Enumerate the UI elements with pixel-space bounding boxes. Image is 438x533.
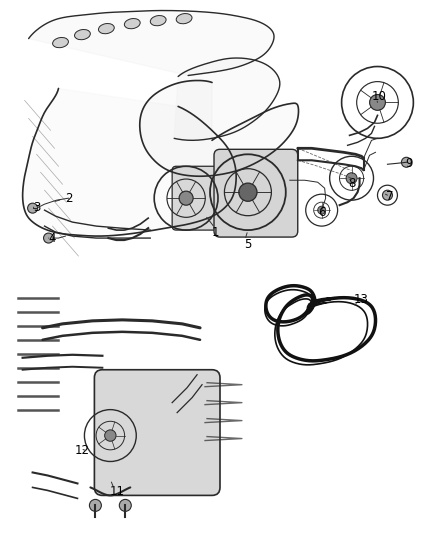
Text: 9: 9 [406, 157, 413, 170]
Text: 7: 7 [386, 190, 393, 203]
FancyBboxPatch shape [214, 149, 298, 237]
Polygon shape [140, 80, 299, 176]
Polygon shape [174, 58, 280, 140]
Text: 10: 10 [372, 90, 387, 103]
Circle shape [105, 430, 116, 441]
Circle shape [382, 190, 392, 200]
Ellipse shape [150, 15, 166, 26]
Text: 2: 2 [65, 192, 72, 205]
Circle shape [401, 157, 411, 167]
Ellipse shape [99, 23, 114, 34]
Circle shape [370, 94, 385, 110]
Circle shape [28, 203, 38, 213]
FancyBboxPatch shape [172, 166, 245, 230]
Circle shape [43, 233, 53, 243]
Ellipse shape [74, 29, 90, 40]
Ellipse shape [53, 37, 68, 47]
Text: 8: 8 [348, 177, 355, 190]
Polygon shape [28, 11, 274, 76]
Circle shape [89, 499, 101, 511]
FancyBboxPatch shape [95, 370, 220, 495]
Circle shape [318, 206, 326, 214]
Ellipse shape [176, 13, 192, 24]
Circle shape [179, 191, 193, 205]
Text: 11: 11 [110, 485, 125, 498]
Text: 5: 5 [244, 238, 251, 251]
Circle shape [239, 183, 257, 201]
Circle shape [346, 173, 357, 184]
Text: 13: 13 [354, 293, 369, 306]
Ellipse shape [124, 19, 140, 29]
Circle shape [119, 499, 131, 511]
Polygon shape [23, 88, 236, 236]
Text: 4: 4 [49, 231, 56, 245]
Text: 6: 6 [318, 206, 325, 219]
Text: 1: 1 [211, 225, 219, 239]
Text: 3: 3 [33, 200, 40, 214]
Text: 12: 12 [75, 444, 90, 457]
